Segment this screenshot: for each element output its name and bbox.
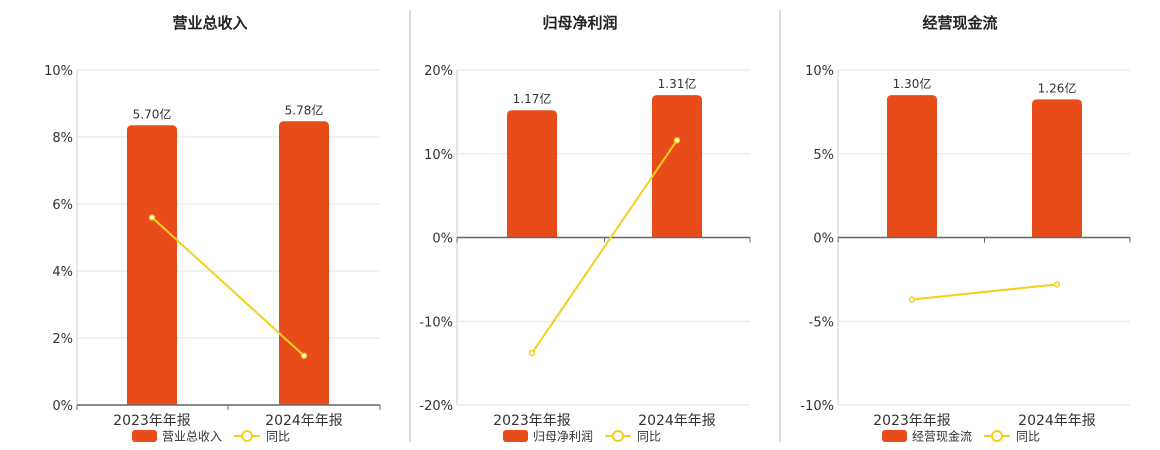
legend-line-label: 同比: [266, 430, 290, 444]
y-tick-label: -10%: [419, 315, 453, 330]
yoy-point: [148, 214, 156, 221]
chart-panel-1: 营业总收入 0% 2% 4% 6% 8% 10% 5.70亿 5.78亿 2023年年报 2024年…: [44, 14, 381, 444]
bar: [1032, 99, 1082, 238]
bar: [507, 110, 557, 238]
chart-title: 经营现金流: [922, 14, 997, 32]
yoy-point: [1053, 281, 1061, 288]
bar: [279, 121, 329, 405]
chart-title: 营业总收入: [172, 14, 247, 32]
yoy-line: [151, 216, 305, 357]
legend-line-marker: [612, 430, 624, 442]
bar: [887, 95, 937, 238]
chart-title: 归母净利润: [542, 14, 617, 32]
yoy-point: [300, 352, 308, 360]
yoy-point: [908, 296, 916, 303]
bar-data-label: 5.70亿: [133, 106, 172, 121]
legend-bar-swatch: [882, 430, 907, 442]
legend-line-label: 同比: [637, 430, 661, 444]
chart-panel-2: 归母净利润 -20% -10% 0% 10% 20% 1.17亿 1.31亿 2023年年报 20…: [419, 14, 751, 444]
legend-bar-label: 经营现金流: [912, 429, 972, 444]
x-category-label: 2023年年报: [493, 413, 571, 429]
bar-data-label: 5.78亿: [285, 102, 324, 117]
y-tick-label: -5%: [809, 315, 834, 330]
bar-data-label: 1.31亿: [658, 76, 697, 91]
legend-line-marker: [241, 430, 253, 442]
bar-data-label: 1.26亿: [1038, 80, 1077, 95]
bar-data-label: 1.30亿: [893, 76, 932, 91]
y-tick-label: 0%: [52, 399, 73, 414]
y-tick-label: -20%: [419, 399, 453, 414]
y-tick-label: 6%: [52, 198, 73, 213]
bar-data-label: 1.17亿: [513, 91, 552, 106]
legend-line-label: 同比: [1016, 430, 1040, 444]
legend[interactable]: 经营现金流 同比: [882, 429, 1040, 444]
x-category-label: 2024年年报: [265, 413, 343, 429]
legend[interactable]: 归母净利润 同比: [503, 430, 661, 444]
yoy-line: [911, 283, 1058, 301]
y-tick-label: 8%: [52, 131, 73, 146]
y-tick-label: 5%: [813, 148, 834, 163]
y-tick-label: 10%: [424, 148, 453, 163]
bar: [652, 95, 702, 238]
legend-bar-label: 归母净利润: [533, 430, 593, 444]
y-tick-label: 10%: [805, 64, 834, 79]
legend-bar-swatch: [503, 430, 528, 442]
y-tick-label: -10%: [800, 399, 834, 414]
y-tick-label: 10%: [44, 64, 73, 79]
y-tick-label: 20%: [424, 64, 453, 79]
bar: [127, 125, 177, 406]
legend[interactable]: 营业总收入 同比: [132, 430, 290, 444]
legend-line-marker: [991, 430, 1003, 442]
yoy-line: [531, 139, 678, 354]
x-category-label: 2024年年报: [1018, 413, 1096, 429]
legend-bar-swatch: [132, 430, 157, 442]
y-tick-label: 2%: [52, 332, 73, 347]
y-tick-label: 4%: [52, 265, 73, 280]
x-category-label: 2023年年报: [873, 413, 951, 429]
legend-bar-label: 营业总收入: [162, 430, 222, 444]
x-category-label: 2023年年报: [113, 413, 191, 429]
y-tick-label: 0%: [432, 232, 453, 247]
x-category-label: 2024年年报: [638, 413, 716, 429]
y-tick-label: 0%: [813, 232, 834, 247]
yoy-point: [673, 137, 681, 144]
yoy-point: [528, 349, 536, 357]
chart-panel-3: 经营现金流 -10% -5% 0% 5% 10% 1.30亿 1.26亿 2023年年报 2024…: [800, 14, 1131, 444]
